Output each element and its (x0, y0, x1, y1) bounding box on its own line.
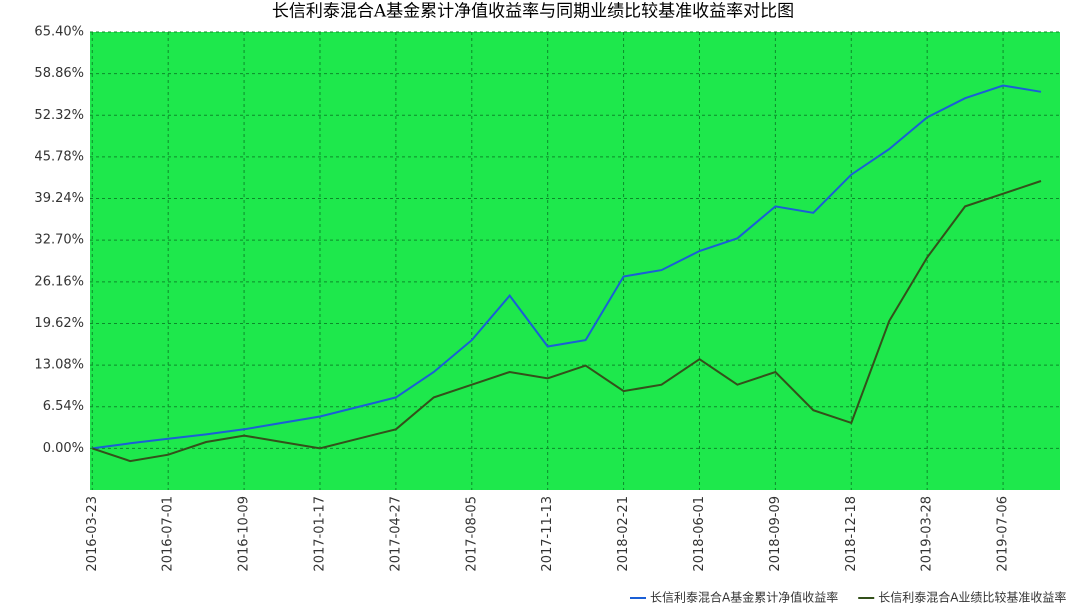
y-tick-label: 32.70% (34, 233, 84, 248)
x-tick-label: 2017-01-17 (312, 496, 327, 572)
x-tick-label: 2018-06-01 (692, 496, 707, 572)
x-tick-label: 2016-10-09 (237, 496, 252, 572)
y-tick-label: 13.08% (34, 358, 84, 373)
y-tick-label: 65.40% (34, 25, 84, 40)
x-tick-label: 2017-08-05 (464, 496, 479, 572)
x-tick-label: 2017-11-13 (540, 496, 555, 572)
chart-title: 长信利泰混合A基金累计净值收益率与同期业绩比较基准收益率对比图 (272, 2, 794, 22)
series-line (91, 180, 1042, 463)
legend-label: 长信利泰混合A基金累计净值收益率 (650, 590, 838, 605)
y-tick-label: 6.54% (43, 399, 84, 414)
y-tick-label: 26.16% (34, 274, 84, 289)
y-tick-label: 58.86% (34, 66, 84, 81)
y-tick-label: 0.00% (43, 441, 84, 456)
x-tick-label: 2018-12-18 (844, 496, 859, 572)
x-tick-label: 2019-03-28 (920, 496, 935, 572)
x-tick-label: 2019-07-06 (996, 496, 1011, 572)
y-tick-label: 52.32% (34, 108, 84, 123)
y-tick-label: 39.24% (34, 191, 84, 206)
plot-area (90, 32, 1060, 490)
x-tick-label: 2017-04-27 (388, 496, 403, 572)
x-tick-label: 2016-07-01 (161, 496, 176, 572)
y-tick-label: 45.78% (34, 149, 84, 164)
x-tick-label: 2016-03-23 (85, 496, 100, 572)
legend-label: 长信利泰混合A业绩比较基准收益率 (878, 590, 1066, 605)
x-tick-label: 2018-09-09 (768, 496, 783, 572)
series-line (92, 84, 1042, 450)
x-tick-label: 2018-02-21 (616, 496, 631, 572)
y-tick-label: 19.62% (34, 316, 84, 331)
